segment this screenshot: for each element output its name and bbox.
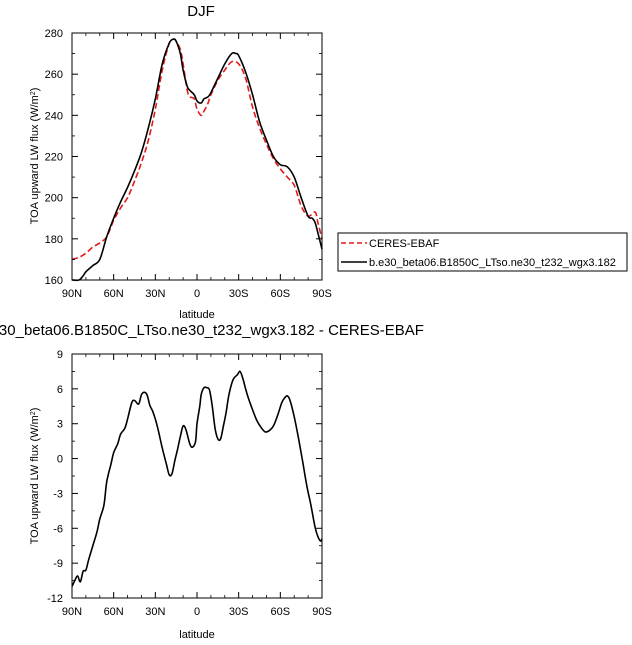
top-xtick-label: 90N xyxy=(62,288,82,300)
top-xtick-label: 30S xyxy=(229,288,249,300)
top-xtick-label: 30N xyxy=(145,288,165,300)
bottom-chart-series xyxy=(71,370,323,587)
top-ytick-label: 180 xyxy=(45,234,63,246)
top-ytick-label: 280 xyxy=(45,28,63,40)
top-series-line-1 xyxy=(71,38,323,282)
bottom-xtick-label: 90S xyxy=(312,606,332,618)
top-chart-ylabel-close: ) xyxy=(29,88,41,92)
legend-box xyxy=(337,232,628,272)
bottom-chart-title: b.e30_beta06.B1850C_LTso.ne30_t232_wgx3.… xyxy=(0,322,424,339)
bottom-xtick-label: 60S xyxy=(271,606,291,618)
bottom-chart-ylabel-close: ) xyxy=(29,408,41,412)
bottom-series-line-0 xyxy=(71,370,323,587)
top-panel: DJF 90N 60N 30N 0 30S 60S 90S 160 180 200 220 240 26… xyxy=(29,3,332,321)
bottom-panel: b.e30_beta06.B1850C_LTso.ne30_t232_wgx3.… xyxy=(0,322,424,641)
bottom-chart-frame xyxy=(71,353,323,599)
top-chart-ylabel: TOA upward LW flux (W/m2) xyxy=(29,88,41,225)
bottom-ytick-label: -6 xyxy=(53,523,63,535)
top-ytick-label: 160 xyxy=(45,275,63,287)
top-xtick-label: 90S xyxy=(312,288,332,300)
bottom-ytick-label: 3 xyxy=(57,419,63,431)
top-chart-title: DJF xyxy=(187,3,215,20)
top-chart-series xyxy=(71,38,323,282)
bottom-xtick-label: 90N xyxy=(62,606,82,618)
bottom-xtick-label: 60N xyxy=(104,606,124,618)
top-ytick-label: 260 xyxy=(45,69,63,81)
bottom-chart-ylabel-sup: 2 xyxy=(30,411,37,415)
bottom-chart-ylabel-main: TOA upward LW flux (W/m xyxy=(29,415,41,544)
bottom-ytick-label: 6 xyxy=(57,384,63,396)
bottom-ytick-label: -12 xyxy=(47,593,63,605)
top-xtick-label: 0 xyxy=(194,288,200,300)
legend: CERES-EBAF b.e30_beta06.B1850C_LTso.ne30… xyxy=(337,232,628,272)
legend-label-model: b.e30_beta06.B1850C_LTso.ne30_t232_wgx3.… xyxy=(369,257,616,269)
top-ytick-label: 240 xyxy=(45,110,63,122)
bottom-xtick-label: 30S xyxy=(229,606,249,618)
bottom-chart-ticks: 90N 60N 30N 0 30S 60S 90S -12 -9 -6 -3 0 3 6 9 xyxy=(47,349,332,618)
legend-label-ceres: CERES-EBAF xyxy=(369,238,440,250)
top-ytick-label: 200 xyxy=(45,193,63,205)
top-chart-ylabel-sup: 2 xyxy=(30,91,37,95)
bottom-chart-xlabel: latitude xyxy=(179,629,214,641)
top-xtick-label: 60N xyxy=(104,288,124,300)
top-series-line-0 xyxy=(71,38,323,261)
bottom-ytick-label: 9 xyxy=(57,349,63,361)
top-chart-frame xyxy=(71,32,323,281)
bottom-xtick-label: 0 xyxy=(194,606,200,618)
bottom-chart-ylabel: TOA upward LW flux (W/m2) xyxy=(29,408,41,545)
top-chart-xlabel: latitude xyxy=(179,309,214,321)
top-chart-ticks: 90N 60N 30N 0 30S 60S 90S 160 180 200 220 240 260 280 xyxy=(45,28,332,300)
top-ytick-label: 220 xyxy=(45,152,63,164)
bottom-ytick-label: -9 xyxy=(53,558,63,570)
top-chart-ylabel-main: TOA upward LW flux (W/m xyxy=(29,95,41,224)
bottom-xtick-label: 30N xyxy=(145,606,165,618)
bottom-ytick-label: 0 xyxy=(57,454,63,466)
bottom-ytick-label: -3 xyxy=(53,488,63,500)
top-xtick-label: 60S xyxy=(271,288,291,300)
